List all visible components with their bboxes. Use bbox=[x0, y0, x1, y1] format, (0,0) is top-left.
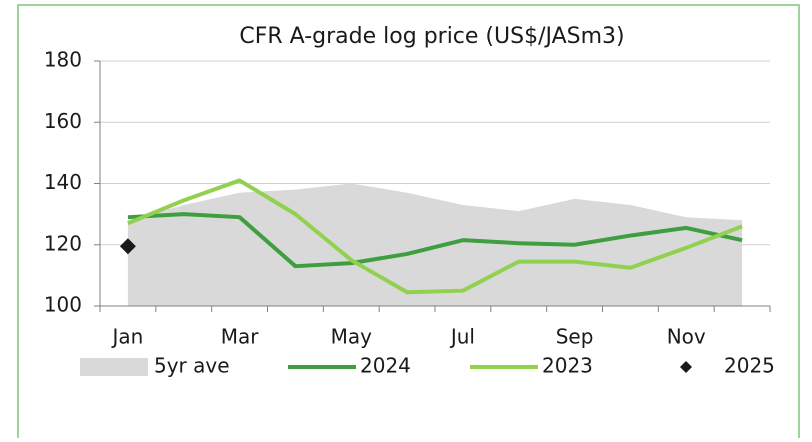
y-tick-label: 160 bbox=[44, 109, 82, 133]
line bbox=[127, 178, 743, 295]
legend-swatch bbox=[680, 361, 692, 373]
x-tick-label: Nov bbox=[667, 325, 706, 349]
x-tick-label: Jul bbox=[449, 325, 475, 349]
legend-label: 2023 bbox=[542, 354, 593, 378]
legend-label: 2025 bbox=[724, 354, 775, 378]
marker bbox=[119, 238, 136, 255]
legend-swatch bbox=[80, 358, 148, 376]
x-tick-label: Sep bbox=[556, 325, 594, 349]
y-tick-label: 100 bbox=[44, 293, 82, 317]
x-tick-label: Jan bbox=[110, 325, 143, 349]
legend-label: 2024 bbox=[360, 354, 411, 378]
area bbox=[127, 183, 743, 306]
y-tick-label: 140 bbox=[44, 170, 82, 194]
frame bbox=[17, 4, 800, 442]
legend-label: 5yr ave bbox=[154, 354, 230, 378]
line bbox=[127, 212, 743, 269]
x-tick-label: May bbox=[331, 325, 373, 349]
x-tick-label: Mar bbox=[221, 325, 260, 349]
chart-title: CFR A-grade log price (US$/JASm3) bbox=[239, 24, 624, 49]
y-tick-label: 120 bbox=[44, 231, 82, 255]
y-tick-label: 180 bbox=[44, 48, 82, 72]
